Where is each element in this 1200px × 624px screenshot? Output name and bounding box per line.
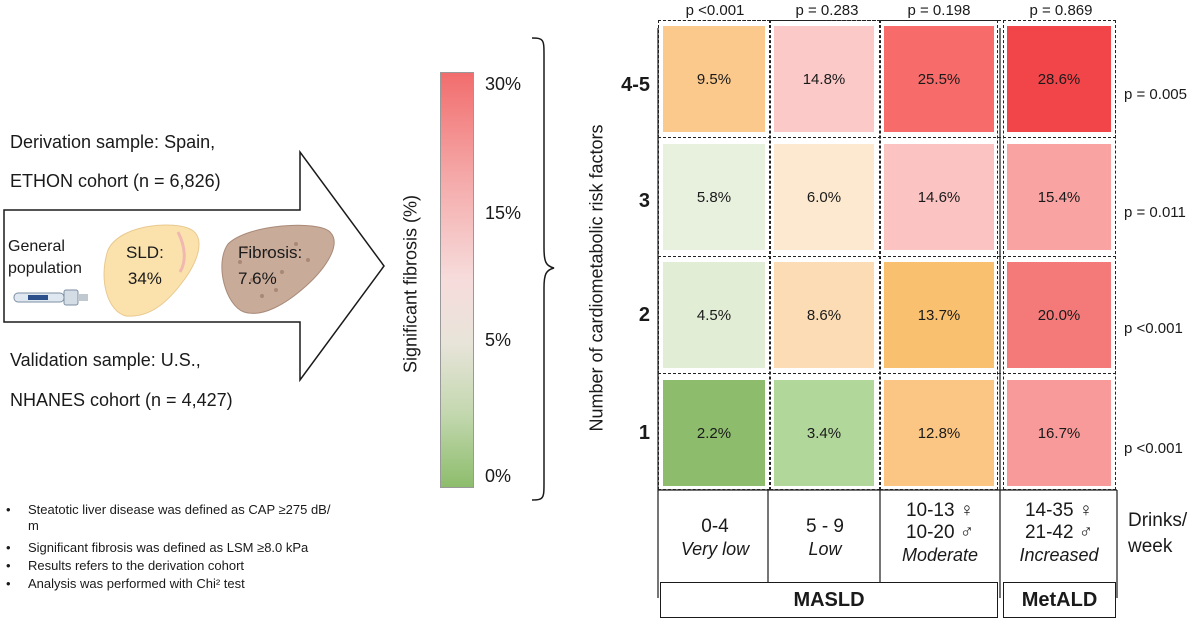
curly-brace [531,37,555,501]
heatmap-cell-4-5-very-low: 9.5% [663,26,765,132]
arrow-graphic [3,149,385,383]
note-cap-cont: m [28,518,39,533]
row-label-4-5: 4-5 [621,74,650,96]
colorbar-tick-5: 5% [485,330,512,350]
heatmap-cell-3-moderate: 14.6% [884,144,994,250]
col-pvalue-very-low: p <0.001 [685,2,745,19]
drinks-per-week-label: Drinks/ week [1128,510,1188,557]
dashed-row-4-5 [658,20,1116,138]
colorbar-tick-30: 30% [485,74,522,94]
category-low: 5 - 9 Low [805,516,845,559]
colorbar-tick-0: 0% [485,466,512,486]
colorbar [440,72,474,488]
col-pvalue-low: p = 0.283 [795,2,859,19]
row-label-2: 2 [638,304,650,326]
category-moderate: 10-13 ♀ 10-20 ♂ Moderate [901,500,979,565]
heatmap-cell-4-5-low: 14.8% [774,26,874,132]
group-metald: MetALD [1003,582,1116,618]
validation-line1: Validation sample: U.S., [10,350,201,370]
heatmap-cell-2-low: 8.6% [774,262,874,368]
heatmap-cell-2-very-low: 4.5% [663,262,765,368]
row-pvalue-2: p <0.001 [1124,320,1183,337]
fibrosis-label: Fibrosis: 7.6% [238,243,303,288]
note-lsm: Significant fibrosis was defined as LSM … [28,540,309,555]
heatmap-cell-1-moderate: 12.8% [884,380,994,486]
bullet-dot: • [6,502,11,517]
heatmap-cell-1-increased: 16.7% [1007,380,1111,486]
heatmap-cell-1-low: 3.4% [774,380,874,486]
general-population-label: General population [8,238,82,277]
category-very-low: 0-4 Very low [680,516,750,559]
note-cap: Steatotic liver disease was defined as C… [28,502,331,517]
steatotic-liver-icon [103,224,200,317]
row-label-3: 3 [638,190,650,212]
heatmap-cell-4-5-increased: 28.6% [1007,26,1111,132]
colorbar-tick-15: 15% [485,203,522,223]
heatmap-cell-3-very-low: 5.8% [663,144,765,250]
heatmap-cell-2-moderate: 13.7% [884,262,994,368]
group-masld: MASLD [660,582,998,618]
heatmap-cell-1-very-low: 2.2% [663,380,765,486]
heatmap-cell-3-low: 6.0% [774,144,874,250]
note-results: Results refers to the derivation cohort [28,558,245,573]
fibrotic-liver-icon [221,224,335,314]
derivation-line1: Derivation sample: Spain, [10,132,216,152]
derivation-line2: ETHON cohort (n = 6,826) [10,171,221,191]
row-pvalue-4-5: p = 0.005 [1124,86,1187,103]
fibroscan-probe-icon [13,289,88,306]
row-label-1: 1 [638,422,650,444]
sld-label: SLD: 34% [126,243,164,288]
heatmap-cell-3-increased: 15.4% [1007,144,1111,250]
validation-line2: NHANES cohort (n = 4,427) [10,390,233,410]
col-pvalue-moderate: p = 0.198 [907,2,971,19]
row-pvalue-3: p = 0.011 [1124,204,1186,221]
category-increased: 14-35 ♀ 21-42 ♂ Increased [1019,500,1099,565]
row-pvalue-1: p <0.001 [1124,440,1183,457]
arrow-shape [3,149,385,383]
col-pvalue-increased: p = 0.869 [1029,2,1093,19]
heatmap-cell-2-increased: 20.0% [1007,262,1111,368]
heatmap-cell-4-5-moderate: 25.5% [884,26,994,132]
note-chi2: Analysis was performed with Chi² test [28,576,245,591]
dashed-row-2 [658,256,1116,374]
